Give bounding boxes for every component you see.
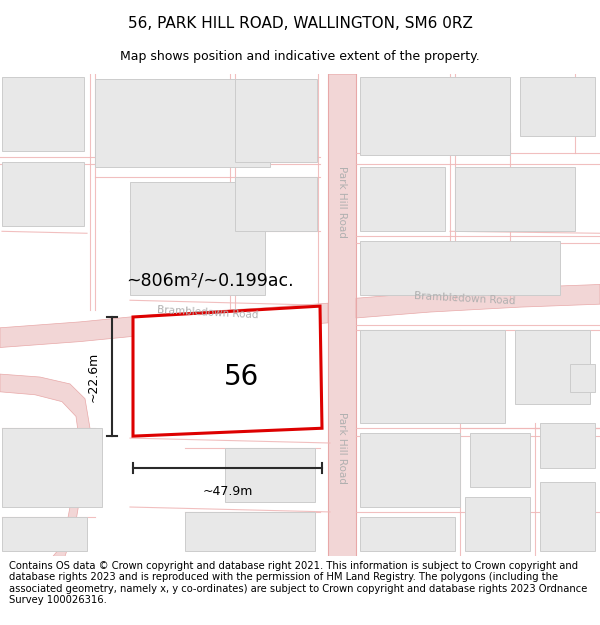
Bar bbox=[470, 433, 530, 488]
Bar bbox=[570, 364, 595, 392]
Bar bbox=[455, 168, 575, 231]
Bar bbox=[130, 182, 265, 295]
Bar bbox=[540, 423, 595, 468]
Text: 56, PARK HILL ROAD, WALLINGTON, SM6 0RZ: 56, PARK HILL ROAD, WALLINGTON, SM6 0RZ bbox=[128, 16, 472, 31]
Bar bbox=[360, 517, 455, 551]
Polygon shape bbox=[133, 306, 322, 436]
Bar bbox=[360, 330, 505, 423]
PathPatch shape bbox=[0, 303, 328, 348]
Bar bbox=[2, 428, 102, 507]
Bar bbox=[2, 162, 84, 226]
Bar bbox=[328, 74, 356, 556]
Bar bbox=[2, 77, 84, 151]
Bar bbox=[465, 497, 530, 551]
Bar bbox=[2, 517, 87, 551]
Text: Contains OS data © Crown copyright and database right 2021. This information is : Contains OS data © Crown copyright and d… bbox=[9, 561, 587, 606]
Bar bbox=[360, 168, 445, 231]
Bar bbox=[360, 77, 510, 156]
Bar bbox=[515, 330, 590, 404]
Bar bbox=[520, 77, 595, 136]
PathPatch shape bbox=[0, 374, 90, 556]
Bar bbox=[95, 79, 270, 168]
Bar bbox=[235, 79, 317, 162]
Text: ~22.6m: ~22.6m bbox=[87, 351, 100, 402]
Text: Brambledown Road: Brambledown Road bbox=[414, 291, 516, 306]
Text: Map shows position and indicative extent of the property.: Map shows position and indicative extent… bbox=[120, 49, 480, 62]
Bar bbox=[360, 241, 560, 295]
Bar bbox=[235, 177, 317, 231]
PathPatch shape bbox=[356, 284, 600, 318]
Text: Brambledown Road: Brambledown Road bbox=[157, 306, 259, 321]
Bar bbox=[225, 448, 315, 502]
Text: ~806m²/~0.199ac.: ~806m²/~0.199ac. bbox=[126, 271, 294, 289]
Text: Park Hill Road: Park Hill Road bbox=[337, 412, 347, 484]
Text: Park Hill Road: Park Hill Road bbox=[337, 166, 347, 238]
Text: 56: 56 bbox=[224, 362, 260, 391]
Bar bbox=[360, 433, 460, 507]
Bar bbox=[185, 512, 315, 551]
Bar bbox=[540, 482, 595, 551]
Bar bbox=[210, 339, 290, 399]
Text: ~47.9m: ~47.9m bbox=[202, 486, 253, 498]
